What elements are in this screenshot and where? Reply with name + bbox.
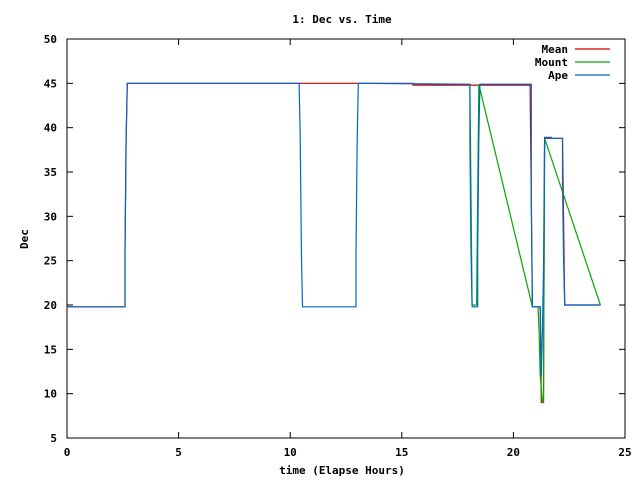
y-tick-label: 50 [44, 33, 57, 46]
legend-label-mount: Mount [535, 56, 568, 69]
x-tick-label: 5 [175, 446, 182, 459]
x-tick-label: 15 [395, 446, 408, 459]
x-tick-label: 10 [284, 446, 297, 459]
y-tick-label: 15 [44, 343, 57, 356]
axis-ticks [66, 38, 626, 439]
y-tick-label: 45 [44, 77, 57, 90]
x-tick-label: 20 [507, 446, 520, 459]
y-tick-label: 35 [44, 166, 57, 179]
y-tick-label: 25 [44, 255, 57, 268]
series-line-mean [67, 82, 601, 404]
plot-frame [66, 38, 626, 439]
y-axis-label: Dec [18, 229, 31, 249]
series-line-ape [67, 82, 601, 376]
legend-label-mean: Mean [542, 43, 569, 56]
chart-title: 1: Dec vs. Time [292, 13, 392, 26]
y-tick-label: 5 [50, 432, 57, 445]
series-layer [67, 82, 601, 404]
y-tick-label: 40 [44, 122, 57, 135]
y-tick-label: 20 [44, 299, 57, 312]
series-line-mount [469, 84, 601, 404]
y-tick-label: 10 [44, 388, 57, 401]
x-axis-label: time (Elapse Hours) [279, 464, 405, 477]
legend-label-ape: Ape [548, 69, 568, 82]
y-tick-label: 30 [44, 210, 57, 223]
x-tick-label: 0 [64, 446, 71, 459]
x-tick-label: 25 [618, 446, 631, 459]
